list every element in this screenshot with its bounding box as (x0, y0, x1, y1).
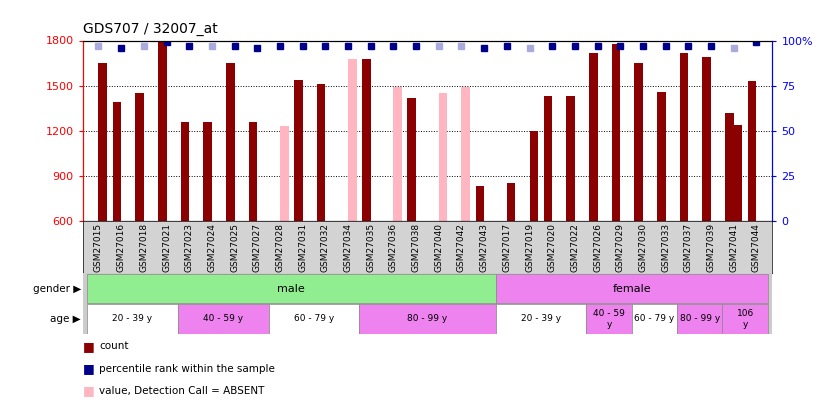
Text: GSM27027: GSM27027 (253, 224, 262, 272)
Text: gender ▶: gender ▶ (33, 284, 81, 294)
Bar (249, 122, 257, 221)
Bar (112, 102, 121, 221)
Text: percentile rank within the sample: percentile rank within the sample (99, 364, 275, 373)
Bar (544, 96, 553, 221)
Bar (348, 59, 357, 221)
Bar (280, 126, 288, 221)
Text: GSM27038: GSM27038 (411, 224, 420, 273)
Text: GSM27015: GSM27015 (94, 224, 103, 273)
Text: GSM27042: GSM27042 (457, 224, 466, 272)
Text: GSM27020: GSM27020 (548, 224, 557, 272)
Bar (748, 81, 757, 221)
Text: 20 - 39 y: 20 - 39 y (112, 314, 153, 324)
Text: female: female (612, 284, 651, 294)
Bar (316, 84, 325, 221)
Text: GSM27039: GSM27039 (706, 224, 715, 273)
Bar (657, 92, 666, 221)
Bar (723, 305, 768, 334)
Bar (496, 305, 586, 334)
Text: 60 - 79 y: 60 - 79 y (294, 314, 335, 324)
Text: 106
y: 106 y (737, 309, 753, 328)
Text: 80 - 99 y: 80 - 99 y (407, 314, 448, 324)
Bar (702, 57, 711, 221)
Bar (407, 98, 416, 221)
Bar (496, 274, 768, 303)
Text: GSM27040: GSM27040 (434, 224, 444, 272)
Bar (178, 305, 268, 334)
Text: ■: ■ (83, 384, 94, 397)
Bar (87, 305, 178, 334)
Text: ■: ■ (83, 340, 94, 353)
Bar (393, 87, 402, 221)
Text: GSM27030: GSM27030 (638, 224, 648, 273)
Text: GSM27023: GSM27023 (185, 224, 194, 272)
Text: GSM27025: GSM27025 (230, 224, 239, 272)
Text: 80 - 99 y: 80 - 99 y (680, 314, 719, 324)
Bar (268, 305, 359, 334)
Text: 40 - 59
y: 40 - 59 y (593, 309, 625, 328)
Text: GDS707 / 32007_at: GDS707 / 32007_at (83, 22, 217, 36)
Bar (439, 93, 448, 221)
Text: GSM27035: GSM27035 (366, 224, 375, 273)
Bar (529, 130, 539, 221)
Bar (589, 53, 598, 221)
Text: GSM27037: GSM27037 (684, 224, 693, 273)
Text: male: male (278, 284, 305, 294)
Text: 20 - 39 y: 20 - 39 y (521, 314, 561, 324)
Bar (362, 59, 371, 221)
Bar (294, 79, 302, 221)
Text: 40 - 59 y: 40 - 59 y (203, 314, 244, 324)
Text: GSM27028: GSM27028 (276, 224, 284, 272)
Text: GSM27032: GSM27032 (320, 224, 330, 272)
Bar (158, 42, 167, 221)
Text: GSM27036: GSM27036 (389, 224, 398, 273)
Text: GSM27029: GSM27029 (616, 224, 624, 272)
Bar (725, 113, 733, 221)
Text: value, Detection Call = ABSENT: value, Detection Call = ABSENT (99, 386, 264, 396)
Bar (507, 183, 515, 221)
Bar (181, 122, 189, 221)
Text: ■: ■ (83, 362, 94, 375)
Bar (733, 125, 743, 221)
Bar (567, 96, 575, 221)
Bar (203, 122, 212, 221)
Text: count: count (99, 341, 129, 351)
Text: GSM27019: GSM27019 (525, 224, 534, 273)
Text: GSM27043: GSM27043 (480, 224, 489, 272)
Text: GSM27041: GSM27041 (729, 224, 738, 272)
Bar (677, 305, 723, 334)
Text: GSM27031: GSM27031 (298, 224, 307, 273)
Bar (632, 305, 677, 334)
Bar (135, 93, 144, 221)
Text: 60 - 79 y: 60 - 79 y (634, 314, 675, 324)
Text: age ▶: age ▶ (50, 314, 81, 324)
Bar (98, 63, 107, 221)
Bar (87, 274, 496, 303)
Bar (476, 186, 484, 221)
Text: GSM27022: GSM27022 (571, 224, 579, 272)
Bar (226, 63, 235, 221)
Bar (462, 87, 470, 221)
Text: GSM27024: GSM27024 (207, 224, 216, 272)
Bar (586, 305, 632, 334)
Text: GSM27044: GSM27044 (752, 224, 761, 272)
Bar (634, 63, 643, 221)
Text: GSM27021: GSM27021 (162, 224, 171, 272)
Bar (359, 305, 496, 334)
Text: GSM27017: GSM27017 (502, 224, 511, 273)
Text: GSM27016: GSM27016 (116, 224, 126, 273)
Text: GSM27033: GSM27033 (661, 224, 670, 273)
Text: GSM27018: GSM27018 (140, 224, 149, 273)
Bar (680, 53, 688, 221)
Bar (612, 43, 620, 221)
Text: GSM27034: GSM27034 (344, 224, 353, 272)
Text: GSM27026: GSM27026 (593, 224, 602, 272)
